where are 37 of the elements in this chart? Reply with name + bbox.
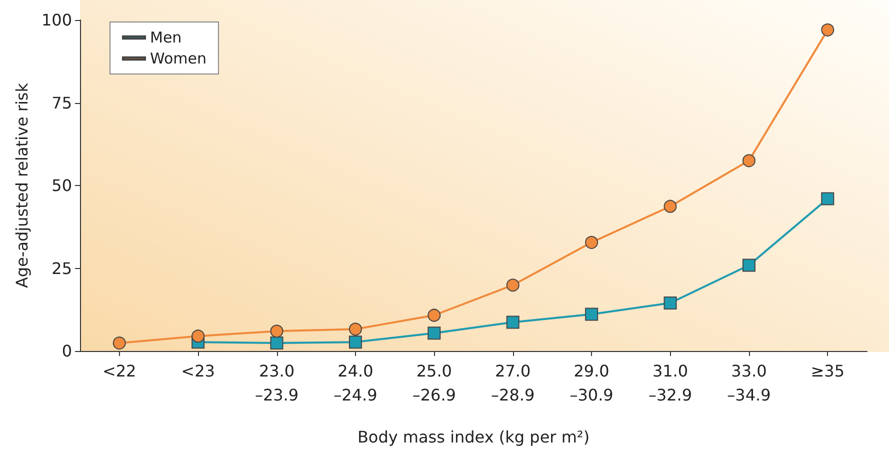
point [585, 308, 598, 321]
point [270, 336, 284, 350]
y-tick-label: 100 [41, 10, 72, 30]
point [664, 296, 677, 310]
x-tick-label: 27.0 –28.9 [491, 362, 535, 404]
point [742, 154, 756, 168]
y-tick-label: 25 [52, 258, 72, 278]
y-axis-title: Age-adjusted relative risk [12, 82, 32, 288]
point [821, 23, 834, 36]
x-tick-label: 33.0 –34.9 [727, 362, 771, 404]
x-axis-title: Body mass index (kg per m²) [357, 428, 590, 446]
point [664, 200, 677, 213]
x-tick-label: 23.0 –23.9 [254, 362, 299, 404]
point [821, 192, 834, 206]
point [506, 316, 520, 329]
point [585, 236, 598, 249]
legend-label: Women [150, 50, 206, 68]
legend-label: Men [150, 28, 182, 46]
y-tick-label: 50 [52, 176, 72, 195]
y-tick-label: 75 [52, 93, 72, 112]
x-tick-label: 25.0 –26.9 [412, 362, 456, 404]
x-tick-label: ≥35 [810, 362, 845, 380]
point [742, 258, 756, 272]
point [112, 336, 126, 350]
x-tick-label: 29.0 –30.9 [570, 362, 614, 404]
point [506, 278, 520, 292]
x-tick-label: <22 [102, 362, 136, 380]
point [428, 326, 441, 340]
point [428, 308, 441, 322]
y-tick-label: 0 [62, 342, 72, 360]
point [270, 324, 284, 338]
x-tick-label: 31.0 –32.9 [648, 362, 692, 404]
point [348, 336, 362, 349]
point [348, 322, 362, 336]
x-tick-label: 24.0 –24.9 [334, 362, 378, 404]
x-tick-label: <23 [181, 362, 215, 380]
point [192, 330, 205, 343]
